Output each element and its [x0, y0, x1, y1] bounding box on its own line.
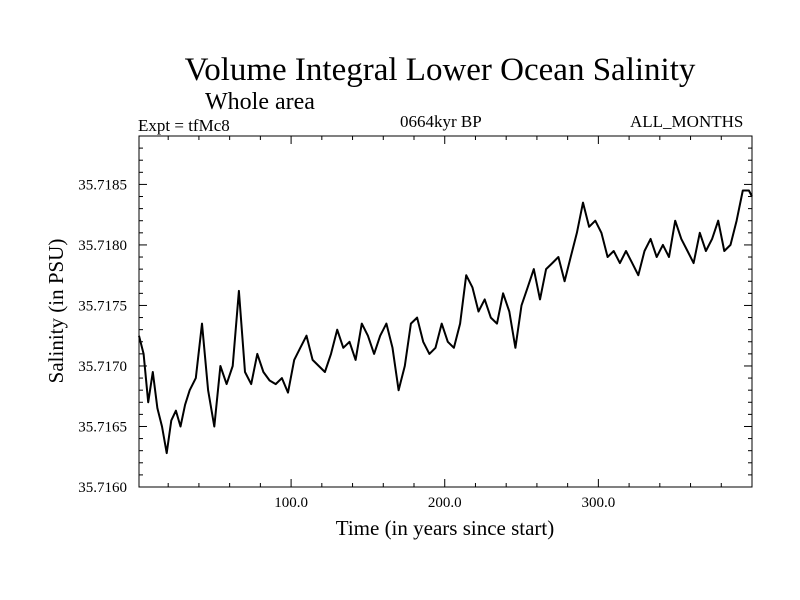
- chart-subtitle: Whole area: [205, 89, 315, 115]
- x-tick-label: 100.0: [274, 495, 308, 511]
- plot-frame: [138, 135, 753, 488]
- y-tick-label: 35.7165: [78, 419, 127, 435]
- x-tick-label: 300.0: [581, 495, 615, 511]
- y-tick-label: 35.7175: [78, 298, 127, 314]
- y-axis-label: Salinity (in PSU): [44, 239, 68, 384]
- x-axis: 100.0 200.0 300.0: [167, 136, 722, 511]
- chart-title: Volume Integral Lower Ocean Salinity: [184, 52, 696, 88]
- period-label: 0664kyr BP: [400, 112, 482, 131]
- y-tick-label: 35.7160: [78, 480, 127, 496]
- x-tick-label: 200.0: [428, 495, 462, 511]
- y-tick-label: 35.7170: [78, 359, 127, 375]
- months-label: ALL_MONTHS: [630, 112, 744, 131]
- y-tick-label: 35.7180: [78, 238, 127, 254]
- y-tick-label: 35.7185: [78, 177, 127, 193]
- salinity-series-line: [138, 189, 753, 455]
- experiment-label: Expt = tfMc8: [138, 116, 230, 135]
- x-axis-label: Time (in years since start): [336, 516, 555, 540]
- y-axis: 35.7160 35.7165 35.7170 35.7175 35.7180 35.71…: [78, 147, 752, 496]
